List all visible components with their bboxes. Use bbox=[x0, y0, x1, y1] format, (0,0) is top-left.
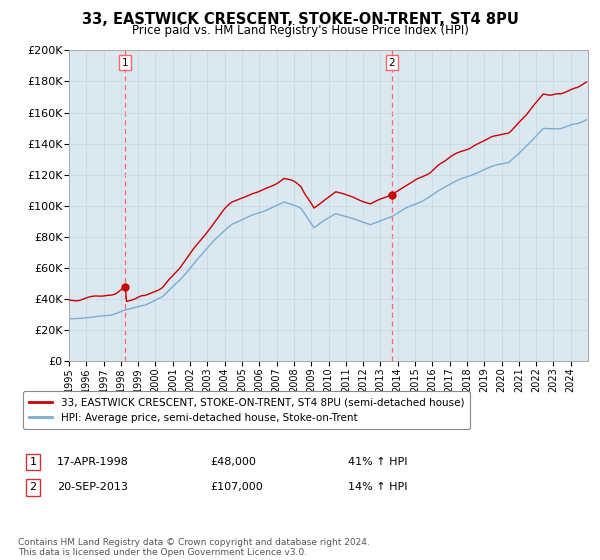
Text: Contains HM Land Registry data © Crown copyright and database right 2024.
This d: Contains HM Land Registry data © Crown c… bbox=[18, 538, 370, 557]
Text: 2: 2 bbox=[389, 58, 395, 68]
Text: 41% ↑ HPI: 41% ↑ HPI bbox=[348, 457, 407, 467]
Text: 1: 1 bbox=[122, 58, 128, 68]
Text: £107,000: £107,000 bbox=[210, 482, 263, 492]
Text: 1: 1 bbox=[29, 457, 37, 467]
Text: 14% ↑ HPI: 14% ↑ HPI bbox=[348, 482, 407, 492]
Text: 17-APR-1998: 17-APR-1998 bbox=[57, 457, 129, 467]
Legend: 33, EASTWICK CRESCENT, STOKE-ON-TRENT, ST4 8PU (semi-detached house), HPI: Avera: 33, EASTWICK CRESCENT, STOKE-ON-TRENT, S… bbox=[23, 391, 470, 429]
Text: Price paid vs. HM Land Registry's House Price Index (HPI): Price paid vs. HM Land Registry's House … bbox=[131, 24, 469, 37]
Text: 2: 2 bbox=[29, 482, 37, 492]
Text: 33, EASTWICK CRESCENT, STOKE-ON-TRENT, ST4 8PU: 33, EASTWICK CRESCENT, STOKE-ON-TRENT, S… bbox=[82, 12, 518, 27]
Text: £48,000: £48,000 bbox=[210, 457, 256, 467]
Text: 20-SEP-2013: 20-SEP-2013 bbox=[57, 482, 128, 492]
